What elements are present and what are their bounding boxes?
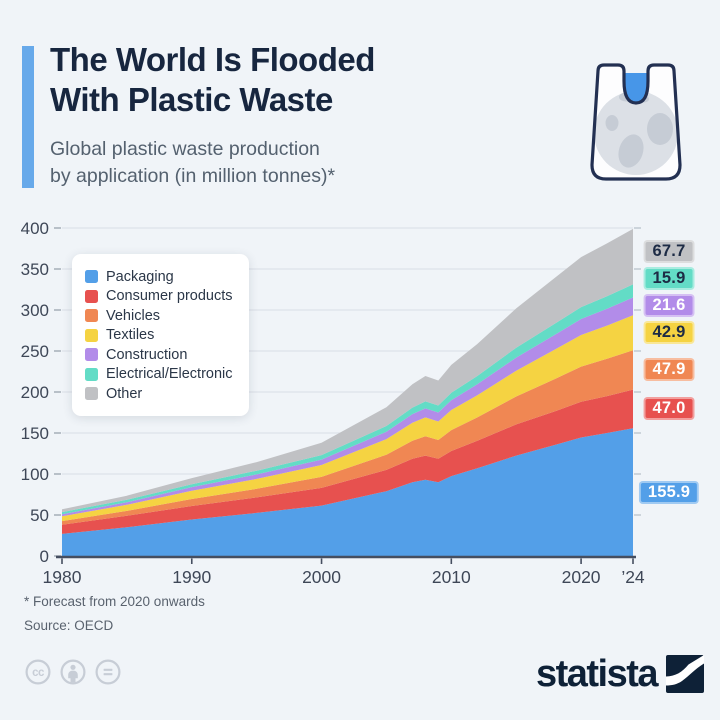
y-axis-label: 0 [40,547,49,566]
legend-label: Electrical/Electronic [106,366,233,382]
x-axis-label: ’24 [621,567,645,587]
x-axis-label: 2000 [302,567,341,587]
area-series-packaging [62,428,633,556]
x-axis-label: 1980 [43,567,82,587]
page-title: The World Is Flooded With Plastic Waste [50,40,375,119]
legend-label: Textiles [106,327,155,343]
x-axis-label: 2020 [562,567,601,587]
attribution-icon [60,659,86,685]
stacked-area-chart: 0 50 100 150 200 250 300 350 400 1980 1990 2000 2010… [21,219,645,587]
title-line-2: With Plastic Waste [50,80,333,118]
y-axis-label: 100 [21,465,49,484]
area-series-consumer-products [62,389,633,534]
legend-item: Construction [85,347,233,363]
value-badge-vehicles: 47.9 [643,358,695,382]
value-badge-other: 67.7 [643,240,695,264]
no-derivatives-icon [95,659,121,685]
y-axis-label: 200 [21,383,49,402]
legend-swatch [85,309,98,322]
y-axis-label: 350 [21,260,49,279]
cc-license-icons: cc [24,658,122,686]
statista-wordmark: statista [535,653,659,695]
y-axis-label: 400 [21,219,49,238]
legend-item: Packaging [85,269,233,285]
legend-label: Other [106,385,143,402]
legend-swatch [85,348,98,361]
value-badge-electrical-electronic: 15.9 [643,267,695,291]
footnote-forecast: * Forecast from 2020 onwards [24,594,205,609]
chart-subtitle: Global plastic waste production by appli… [50,136,335,191]
chart-area: 0 50 100 150 200 250 300 350 400 1980 1990 2000 2010… [0,200,720,600]
footnote-source: Source: OECD [24,618,114,633]
statista-logo: statista [536,654,704,694]
legend-swatch [85,328,98,342]
legend-item: Textiles [85,327,233,343]
accent-bar [22,46,34,188]
legend-item: Consumer products [85,288,233,304]
legend-item: Vehicles [85,308,233,324]
legend-swatch [85,289,98,303]
legend-label: Packaging [106,268,174,285]
y-axis-label: 300 [21,301,49,320]
value-badge-construction: 21.6 [643,294,695,318]
bag-outline [590,63,682,181]
title-line-1: The World Is Flooded [50,41,375,78]
statista-logo-mark [666,655,704,693]
subtitle-line-1: Global plastic waste production [50,138,320,160]
x-axis-label: 1990 [172,567,211,587]
legend-item: Electrical/Electronic [85,366,233,382]
y-axis-label: 250 [21,342,49,361]
subtitle-line-2: by application (in million tonnes)* [50,165,336,188]
legend-item: Other [85,386,233,402]
y-axis-label: 50 [30,506,49,525]
chart-legend: Packaging Consumer products Vehicles Textil… [72,254,249,416]
svg-text:cc: cc [32,667,45,679]
water-icon [624,73,648,103]
legend-label: Construction [106,346,188,363]
value-badge-consumer-products: 47.0 [643,397,695,421]
y-axis-label: 150 [21,424,49,443]
legend-swatch [85,270,98,283]
legend-label: Vehicles [106,307,161,324]
x-axis-label: 2010 [432,567,471,587]
plastic-bag-globe-icon [590,63,682,181]
legend-label: Consumer products [106,288,233,304]
legend-swatch [85,387,98,400]
value-badge-packaging: 155.9 [638,480,700,504]
legend-swatch [85,367,98,381]
value-badge-textiles: 42.9 [643,321,695,345]
cc-icon: cc [25,659,51,685]
